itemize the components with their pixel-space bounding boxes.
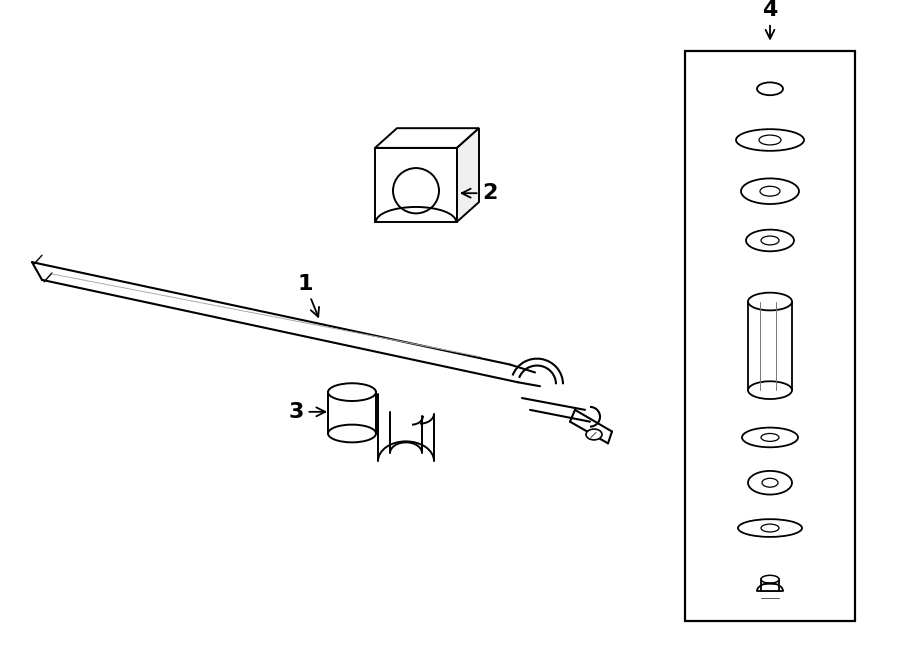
Ellipse shape — [746, 229, 794, 251]
Bar — [375, 148, 457, 221]
Text: 3: 3 — [288, 402, 325, 422]
Ellipse shape — [757, 83, 783, 95]
Ellipse shape — [759, 135, 781, 145]
Ellipse shape — [748, 293, 792, 311]
Ellipse shape — [760, 186, 780, 196]
Ellipse shape — [736, 129, 804, 151]
Ellipse shape — [741, 178, 799, 204]
Ellipse shape — [761, 434, 779, 442]
Ellipse shape — [748, 381, 792, 399]
Ellipse shape — [738, 519, 802, 537]
Ellipse shape — [328, 424, 376, 442]
Bar — [685, 52, 855, 621]
Ellipse shape — [761, 524, 779, 532]
Text: 2: 2 — [462, 183, 498, 203]
Text: 4: 4 — [762, 0, 778, 39]
Ellipse shape — [762, 479, 778, 487]
Ellipse shape — [328, 383, 376, 401]
Polygon shape — [375, 128, 479, 148]
Ellipse shape — [393, 168, 439, 214]
Text: 1: 1 — [297, 274, 319, 317]
Ellipse shape — [761, 236, 779, 245]
Ellipse shape — [742, 428, 798, 447]
Ellipse shape — [761, 575, 779, 583]
Polygon shape — [457, 128, 479, 221]
Ellipse shape — [586, 429, 602, 440]
Ellipse shape — [748, 471, 792, 494]
